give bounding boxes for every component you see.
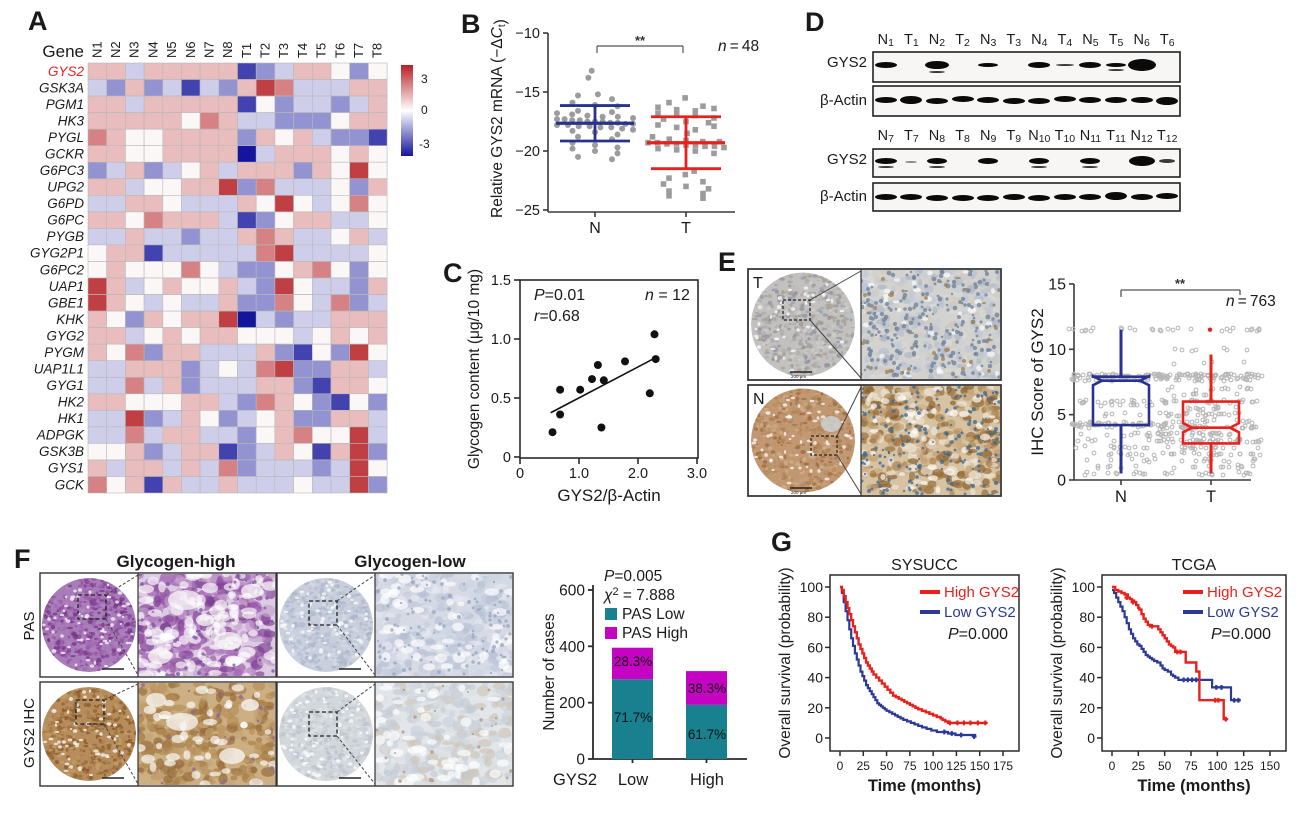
svg-text:n = 48: n = 48 [718,38,759,55]
svg-text:**: ** [635,33,646,48]
svg-text:PYGL: PYGL [48,130,84,145]
svg-text:−15: −15 [515,85,540,101]
svg-text:UAP1: UAP1 [49,279,84,294]
svg-text:β-Actin: β-Actin [820,92,867,109]
svg-text:G6PC3: G6PC3 [40,163,85,178]
svg-text:T8: T8 [370,43,385,58]
svg-text:GYS2/β-Actin: GYS2/β-Actin [557,486,660,505]
svg-text:T1: T1 [239,43,254,58]
svg-text:N3: N3 [127,41,142,58]
svg-text:HK1: HK1 [58,411,84,426]
svg-text:10: 10 [1048,342,1066,359]
svg-text:N2: N2 [108,41,123,58]
svg-text:IHC Score of GYS2: IHC Score of GYS2 [1028,308,1047,455]
svg-text:T2: T2 [258,43,273,58]
svg-text:N5: N5 [164,41,179,58]
svg-text:Gene: Gene [42,42,84,61]
svg-text:HK3: HK3 [58,113,85,128]
svg-text:A: A [28,6,48,36]
svg-text:−10: −10 [515,26,540,42]
svg-text:2.0: 2.0 [628,466,648,482]
svg-text:N: N [753,391,765,408]
svg-text:HK2: HK2 [58,395,85,410]
svg-text:−20: −20 [515,144,540,160]
svg-text:GYG1: GYG1 [46,378,84,393]
svg-text:N1: N1 [89,41,104,58]
svg-text:N8: N8 [220,41,235,58]
svg-text:15: 15 [1048,276,1066,293]
svg-text:UAP1L1: UAP1L1 [34,361,84,376]
svg-text:5: 5 [1057,407,1066,424]
svg-text:**: ** [1175,276,1186,291]
svg-text:T5: T5 [314,43,329,58]
svg-text:G6PD: G6PD [47,196,84,211]
svg-text:PGM1: PGM1 [46,97,84,112]
svg-text:0: 0 [421,103,428,117]
svg-text:N: N [589,220,601,237]
svg-text:β-Actin: β-Actin [820,188,867,205]
svg-text:GYS1: GYS1 [48,461,84,476]
svg-text:Glycogen-low: Glycogen-low [354,552,466,571]
svg-text:N7: N7 [201,41,216,58]
svg-text:N6: N6 [183,41,198,58]
svg-text:N: N [1115,488,1127,506]
svg-text:PAS: PAS [21,612,38,641]
svg-text:T: T [681,220,691,237]
svg-text:B: B [461,9,481,39]
svg-text:D: D [805,7,825,37]
svg-text:Glycogen content (μg/10 mg): Glycogen content (μg/10 mg) [466,269,483,469]
svg-text:GCK: GCK [55,477,85,492]
svg-text:PYGM: PYGM [44,345,85,360]
svg-text:0: 0 [1057,473,1066,490]
svg-text:n = 763: n = 763 [1226,293,1276,310]
svg-text:UPG2: UPG2 [47,180,84,195]
svg-text:3.0: 3.0 [687,466,707,482]
svg-text:T: T [1206,488,1216,506]
svg-text:200 μm: 200 μm [791,490,806,495]
svg-text:GSK3B: GSK3B [39,444,84,459]
svg-text:P=0.01: P=0.01 [534,287,585,304]
svg-text:T4: T4 [295,43,310,58]
svg-text:n = 12: n = 12 [645,287,690,304]
svg-text:E: E [718,247,736,277]
svg-text:3: 3 [421,72,428,86]
svg-text:N4: N4 [145,41,160,58]
svg-text:GYS2: GYS2 [827,151,867,168]
svg-text:0: 0 [516,466,524,482]
svg-text:G6PC: G6PC [47,213,84,228]
svg-text:C: C [443,258,463,288]
svg-text:Glycogen-high: Glycogen-high [117,552,236,571]
svg-text:T3: T3 [276,43,291,58]
svg-text:PYGB: PYGB [46,229,84,244]
svg-text:GYS2: GYS2 [827,54,867,71]
svg-text:T7: T7 [351,43,366,58]
svg-text:GYG2: GYG2 [46,328,84,343]
svg-text:GBE1: GBE1 [48,295,84,310]
svg-text:ADPGK: ADPGK [36,428,85,443]
svg-text:KHK: KHK [56,312,85,327]
svg-text:200 μm: 200 μm [791,374,806,379]
svg-text:1.5: 1.5 [491,273,511,289]
svg-text:0: 0 [503,450,511,466]
svg-text:T: T [753,275,763,292]
svg-text:T6: T6 [332,43,347,58]
svg-text:GYS2 IHC: GYS2 IHC [21,698,38,768]
svg-text:GSK3A: GSK3A [39,80,84,95]
svg-text:−25: −25 [515,203,540,219]
svg-text:r=0.68: r=0.68 [534,308,580,325]
svg-text:-3: -3 [419,137,430,151]
svg-text:G6PC2: G6PC2 [40,262,85,277]
svg-text:GYG2P1: GYG2P1 [30,246,84,261]
svg-text:1.0: 1.0 [569,466,589,482]
svg-text:GYS2: GYS2 [48,64,85,79]
svg-text:GCKR: GCKR [45,146,84,161]
svg-text:0.5: 0.5 [491,391,511,407]
svg-text:1.0: 1.0 [491,332,511,348]
svg-text:F: F [14,544,31,574]
